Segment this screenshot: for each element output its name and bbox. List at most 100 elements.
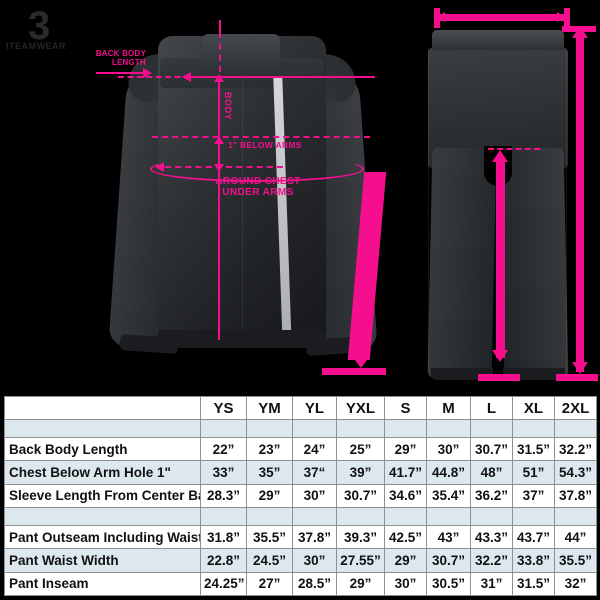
- cell-sleeve-2xl: 37.8”: [554, 483, 597, 508]
- pant-waist-width-arrow-left: [436, 12, 445, 22]
- garment-diagram: 3 ITEAMWEAR BACK BOD: [6, 6, 598, 390]
- table-row: Pant Inseam 24.25” 27” 28.5” 29” 30” 30.…: [4, 571, 597, 597]
- table-row: Chest Below Arm Hole 1" 33” 35” 37“ 39” …: [4, 460, 597, 485]
- cell-sleeve-l: 36.2”: [470, 483, 513, 508]
- cell-outseam-ym: 35.5”: [246, 524, 293, 550]
- body-label: BODY: [223, 92, 233, 121]
- pant-outseam-line: [576, 32, 584, 372]
- pant-waist-width-line: [440, 14, 566, 21]
- jacket-hem: [158, 330, 326, 348]
- size-table-header-row: YS YM YL YXL S M L XL 2XL: [4, 396, 597, 420]
- center-back-tick: [219, 20, 221, 34]
- cell-chest-s: 41.7”: [384, 460, 427, 485]
- pant-inseam-reference-dash: [488, 148, 540, 150]
- table-row: Sleeve Length From Center Back 28.3” 29”…: [4, 483, 597, 508]
- cell-waist-yxl: 27.55”: [336, 548, 385, 573]
- cell-back-body-length-ys: 22”: [200, 437, 247, 462]
- pant-waist-width-right-cap: [564, 8, 570, 28]
- pant-outseam-bottom-cap: [556, 374, 598, 381]
- cell-outseam-yl: 37.8”: [292, 524, 337, 550]
- arm-hole-reference-dash: [152, 136, 370, 138]
- row-label-sleeve-length: Sleeve Length From Center Back: [4, 483, 201, 508]
- cell-waist-l: 32.2”: [470, 548, 513, 573]
- cell-waist-2xl: 35.5”: [554, 548, 597, 573]
- cell-waist-xl: 33.8”: [512, 548, 555, 573]
- sleeve-measure-arrow-down: [352, 356, 370, 368]
- cell-inseam-2xl: 32”: [554, 571, 597, 597]
- cell-back-body-length-ym: 23”: [246, 437, 293, 462]
- around-chest-label: AROUND CHEST UNDER ARMS: [215, 176, 301, 198]
- cell-waist-s: 29”: [384, 548, 427, 573]
- pant-inseam-arrow-down: [492, 350, 508, 362]
- cell-back-body-length-l: 30.7”: [470, 437, 513, 462]
- cell-chest-l: 48”: [470, 460, 513, 485]
- cell-waist-m: 30.7”: [426, 548, 471, 573]
- header-ym: YM: [246, 396, 293, 420]
- row-label-pant-outseam: Pant Outseam Including Waist: [4, 524, 201, 550]
- row-label-pant-waist-width: Pant Waist Width: [4, 548, 201, 573]
- pants-waistband: [432, 30, 564, 50]
- cell-chest-yxl: 39”: [336, 460, 385, 485]
- cell-sleeve-s: 34.6”: [384, 483, 427, 508]
- cell-back-body-length-yl: 24”: [292, 437, 337, 462]
- cell-sleeve-ym: 29”: [246, 483, 293, 508]
- header-ys: YS: [200, 396, 247, 420]
- spacer-cell: [4, 418, 201, 439]
- header-blank-cell: [4, 396, 201, 420]
- jacket-center-seam: [242, 76, 243, 334]
- cell-inseam-yxl: 29”: [336, 571, 385, 597]
- back-body-length-arrow-head: [143, 68, 152, 78]
- cell-outseam-2xl: 44”: [554, 524, 597, 550]
- back-body-length-label: BACK BODY LENGTH: [95, 49, 146, 67]
- jacket-illustration: [108, 18, 410, 388]
- pant-inseam-arrow-up: [492, 150, 508, 162]
- cell-inseam-yl: 28.5”: [292, 571, 337, 597]
- brand-logo: 3 ITEAMWEAR: [6, 6, 80, 52]
- cell-chest-ym: 35”: [246, 460, 293, 485]
- around-chest-dash: [165, 166, 283, 168]
- cell-waist-ys: 22.8”: [200, 548, 247, 573]
- cell-outseam-yxl: 39.3”: [336, 524, 385, 550]
- cell-waist-ym: 24.5”: [246, 548, 293, 573]
- header-xl: XL: [512, 396, 555, 420]
- cell-chest-ys: 33”: [200, 460, 247, 485]
- jacket-left-cuff: [119, 333, 179, 355]
- shoulder-reference-dash: [118, 76, 190, 78]
- cell-inseam-l: 31”: [470, 571, 513, 597]
- cell-chest-yl: 37“: [292, 460, 337, 485]
- logo-wordmark: ITEAMWEAR: [6, 41, 66, 51]
- pants-left-hem: [431, 368, 493, 380]
- around-chest-arrow-head: [155, 162, 164, 172]
- size-table-container: YS YM YL YXL S M L XL 2XL: [0, 392, 600, 600]
- cell-back-body-length-m: 30”: [426, 437, 471, 462]
- pants-illustration: [418, 18, 594, 390]
- cell-sleeve-yxl: 30.7”: [336, 483, 385, 508]
- row-label-chest-below-arm-hole: Chest Below Arm Hole 1": [4, 460, 201, 485]
- cell-outseam-ys: 31.8”: [200, 524, 247, 550]
- below-arms-label: 1" BELOW ARMS: [228, 140, 302, 150]
- cell-waist-yl: 30”: [292, 548, 337, 573]
- cell-inseam-xl: 31.5”: [512, 571, 555, 597]
- cell-sleeve-ys: 28.3”: [200, 483, 247, 508]
- cell-sleeve-m: 35.4”: [426, 483, 471, 508]
- cell-inseam-ym: 27”: [246, 571, 293, 597]
- body-length-line: [218, 82, 220, 340]
- cell-inseam-ys: 24.25”: [200, 571, 247, 597]
- jacket-collar: [202, 34, 280, 76]
- header-s: S: [384, 396, 427, 420]
- cell-chest-xl: 51”: [512, 460, 555, 485]
- row-label-back-body-length: Back Body Length: [4, 437, 201, 462]
- cell-outseam-s: 42.5”: [384, 524, 427, 550]
- pant-inseam-bottom-cap: [478, 374, 520, 381]
- center-line-dash: [219, 32, 221, 72]
- sleeve-measure-endcap: [322, 368, 386, 375]
- table-row: Pant Waist Width 22.8” 24.5” 30” 27.55” …: [4, 548, 597, 573]
- spacer-row-top: [4, 418, 597, 439]
- around-chest-ellipse: [150, 156, 364, 182]
- spacer-cell: [4, 506, 201, 526]
- pants-right-seam: [566, 52, 567, 372]
- cell-sleeve-xl: 37”: [512, 483, 555, 508]
- header-l: L: [470, 396, 513, 420]
- pant-outseam-arrow-down: [572, 362, 588, 374]
